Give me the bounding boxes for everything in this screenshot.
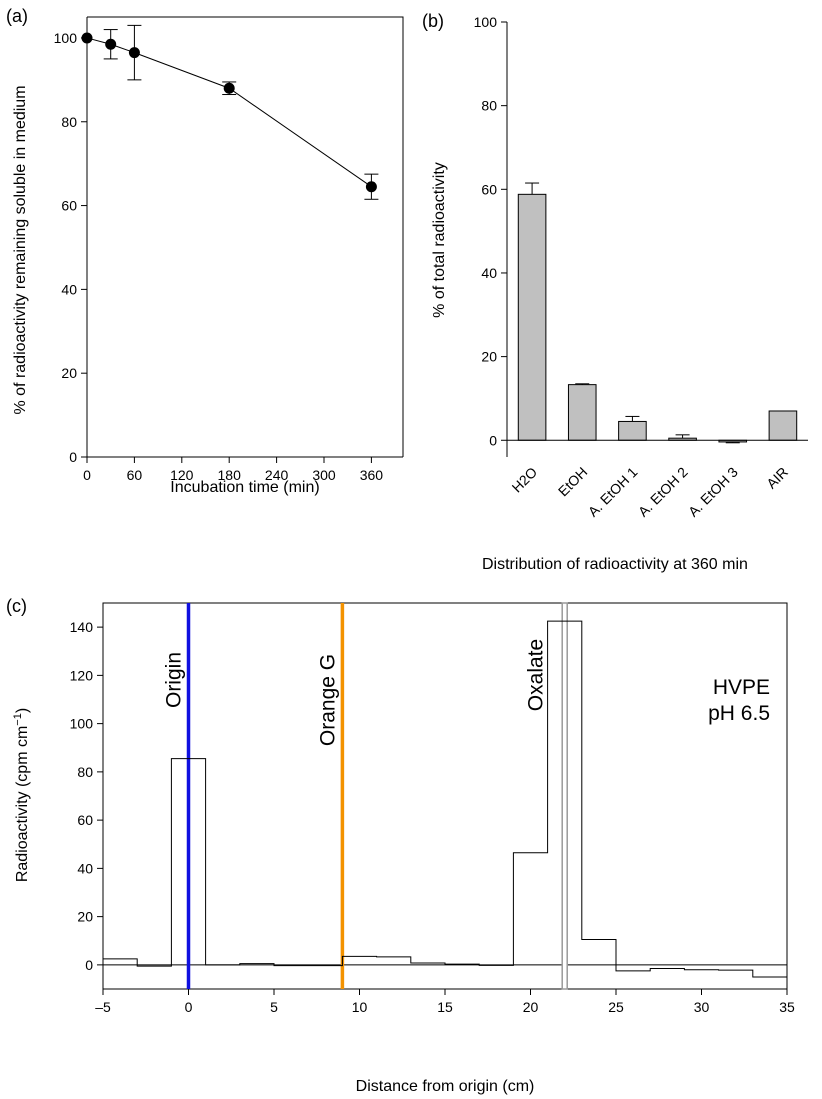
x-tick-label-a: 120 [170,467,194,483]
x-tick-label-a: 60 [127,467,143,483]
y-tick-label-b: 20 [481,349,497,365]
x-tick-label-c: 30 [694,999,710,1015]
x-axis-label-c: Distance from origin (cm) [356,1078,535,1095]
data-point-a [128,47,140,59]
y-axis-label-c-main: Radioactivity (cpm cm [14,726,31,882]
category-label: AIR [763,464,791,492]
y-tick-label-a: 60 [61,198,77,214]
y-tick-label-c: 60 [77,812,93,828]
bars-b [517,193,798,443]
y-tick-label-c: 100 [70,716,94,732]
y-axis-label-a: % of radioactivity remaining soluble in … [12,85,29,414]
panel-c: (c) –5 0 5 10 15 20 25 30 35 0 20 40 60 80 100 120 140 O… [6,596,795,1095]
y-tick-label-c: 120 [70,667,94,683]
marker-lines-c [186,602,568,990]
y-tick-label-a: 100 [54,30,78,46]
y-tick-label-c: 40 [77,860,93,876]
panel-label-c: (c) [6,596,27,616]
x-tick-label-c: 15 [437,999,453,1015]
y-tick-label-a: 0 [69,449,77,465]
bar [517,193,547,441]
y-tick-label-a: 40 [61,281,77,297]
x-axis-label-a: Incubation time (min) [170,479,319,496]
bar [567,384,597,441]
data-point-a [105,38,117,50]
x-tick-label-c: 0 [185,999,193,1015]
annotation-line-1: HVPE [713,676,770,699]
panel-label-a: (a) [6,6,28,26]
x-tick-label-a: 300 [312,467,336,483]
y-tick-label-b: 40 [481,265,497,281]
category-label: EtOH [555,464,591,500]
x-tick-label-c: 25 [608,999,624,1015]
panel-label-b: (b) [422,11,444,31]
series-line-a [86,37,372,188]
bar [618,420,647,441]
histogram-step-c [103,620,787,978]
x-tick-label-c: 20 [523,999,539,1015]
axis-ticks-a: 0 60 120 180 240 300 360 0 20 40 60 80 100 [54,30,384,483]
category-label: A. EtOH 1 [585,464,641,520]
category-label: H2O [509,464,541,496]
x-tick-label-a: 360 [360,467,384,483]
marker-label: Oxalate [525,639,548,711]
data-points-a [81,32,377,193]
y-tick-label-b: 0 [489,432,497,448]
error-bars-b [525,182,740,444]
y-tick-label-c: 140 [70,619,94,635]
x-tick-label-c: 5 [270,999,278,1015]
x-tick-label-c: –5 [95,999,111,1015]
y-axis-label-c-end: ) [14,708,31,713]
y-tick-label-c: 80 [77,764,93,780]
x-tick-label-a: 0 [83,467,91,483]
bar [768,410,798,441]
marker-label: Origin [163,652,186,708]
category-label: A. EtOH 2 [635,464,691,520]
annotation-line-2: pH 6.5 [708,702,770,725]
error-bars-a [103,24,379,200]
axis-ticks-b: 0 20 40 60 80 100 [474,14,507,448]
x-axis-label-b: Distribution of radioactivity at 360 min [482,556,748,573]
marker-line [561,602,568,990]
x-tick-label-c: 35 [779,999,795,1015]
y-tick-label-a: 20 [61,365,77,381]
y-tick-label-b: 80 [481,98,497,114]
axis-ticks-c: –5 0 5 10 15 20 25 30 35 0 20 40 60 80 100 120 140 [70,619,795,1015]
marker-label: Orange G [316,654,339,746]
x-tick-label-c: 10 [352,999,368,1015]
marker-labels-c: Origin Orange G Oxalate [163,639,548,746]
y-tick-label-c: 20 [77,909,93,925]
y-axis-label-c-sup: −1 [12,713,24,726]
y-axis-label-c: Radioactivity (cpm cm−1) [12,708,31,882]
plot-frame-a [86,16,404,458]
y-tick-label-a: 80 [61,114,77,130]
y-tick-label-b: 60 [481,181,497,197]
panel-a: (a) 0 60 120 180 240 300 360 0 20 40 60 80 100 Incub… [6,6,404,496]
category-label: A. EtOH 3 [685,464,741,520]
y-axis-label-b: % of total radioactivity [431,162,448,318]
x-tick-label-a: 180 [218,467,242,483]
data-point-a [81,32,93,44]
y-tick-label-c: 0 [85,957,93,973]
x-tick-label-a: 240 [265,467,289,483]
data-point-a [365,181,377,193]
y-tick-label-b: 100 [474,14,498,30]
data-point-a [223,82,235,94]
